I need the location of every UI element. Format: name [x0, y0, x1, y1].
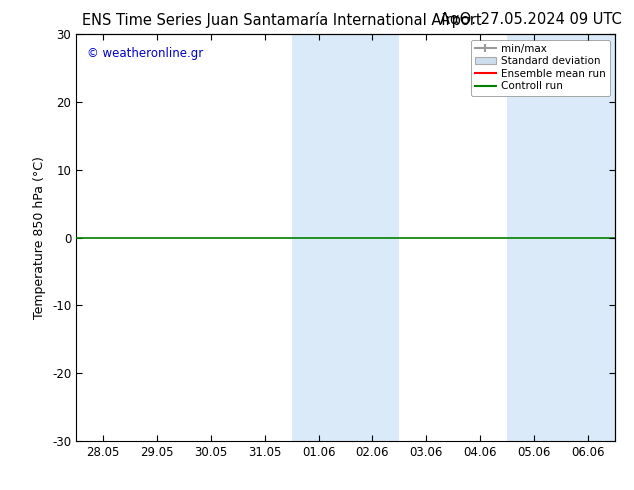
- Text: ENS Time Series Juan Santamaría International Airport: ENS Time Series Juan Santamaría Internat…: [82, 12, 482, 28]
- Text: © weatheronline.gr: © weatheronline.gr: [87, 47, 203, 59]
- Bar: [507, 34, 615, 441]
- Bar: [292, 34, 399, 441]
- Y-axis label: Temperature 850 hPa (°C): Temperature 850 hPa (°C): [34, 156, 46, 319]
- Legend: min/max, Standard deviation, Ensemble mean run, Controll run: min/max, Standard deviation, Ensemble me…: [470, 40, 610, 96]
- Text: Ααϴ. 27.05.2024 09 UTC: Ααϴ. 27.05.2024 09 UTC: [439, 12, 621, 27]
